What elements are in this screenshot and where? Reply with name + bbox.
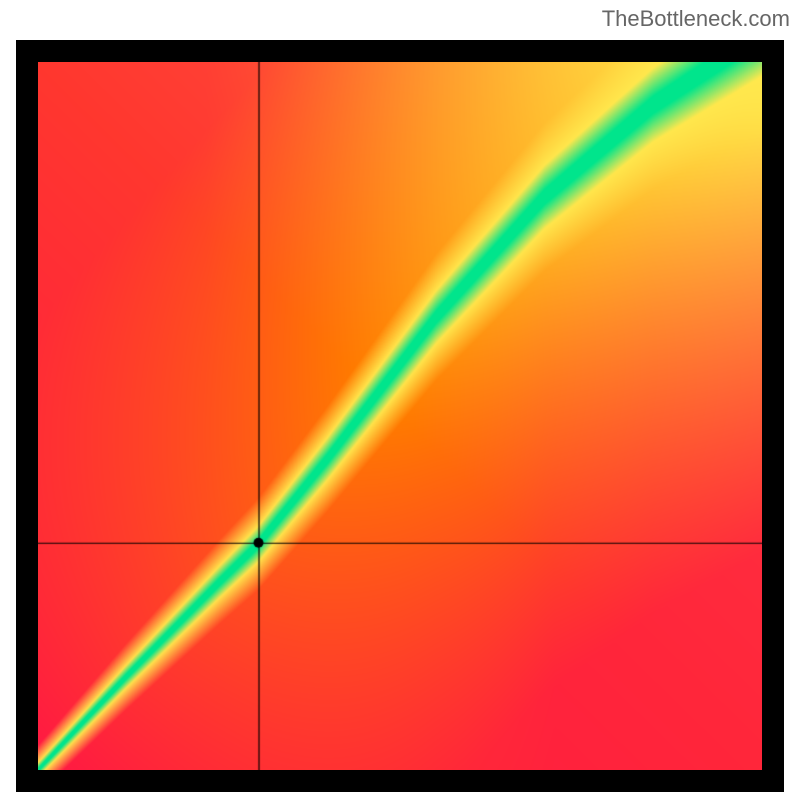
attribution-text: TheBottleneck.com <box>602 6 790 32</box>
chart-container: TheBottleneck.com <box>0 0 800 800</box>
heatmap-canvas <box>38 62 762 770</box>
plot-border <box>16 40 784 792</box>
